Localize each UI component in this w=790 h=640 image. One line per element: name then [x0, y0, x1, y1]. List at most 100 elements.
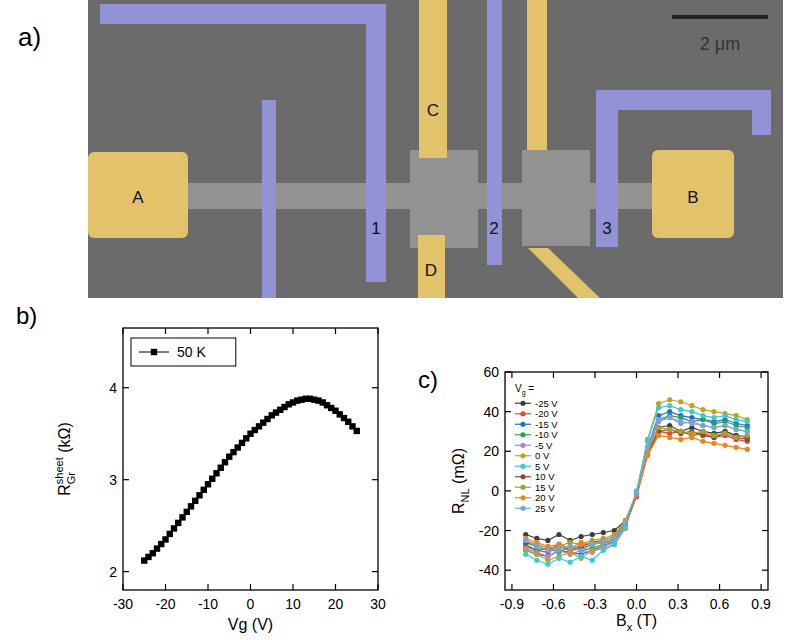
data-point — [222, 459, 228, 465]
data-point — [734, 435, 739, 440]
data-point — [188, 503, 194, 509]
graphene-cross — [410, 150, 478, 248]
x-tick — [377, 584, 378, 590]
ferromagnet-electrode — [262, 100, 276, 298]
data-point — [171, 525, 177, 531]
data-point — [722, 431, 727, 436]
data-point — [545, 562, 550, 567]
data-point — [645, 445, 650, 450]
legend-label: -25 V — [535, 398, 558, 409]
legend-title: Vg = — [515, 383, 534, 397]
data-point — [590, 542, 595, 547]
y-tick — [505, 411, 511, 412]
data-point — [745, 447, 750, 452]
data-point — [612, 536, 617, 541]
sem-background — [88, 0, 783, 298]
data-point — [667, 435, 672, 440]
data-point — [700, 423, 705, 428]
x-tick — [553, 372, 554, 378]
legend-label: -20 V — [535, 408, 558, 419]
data-point — [678, 429, 683, 434]
data-point — [722, 423, 727, 428]
contact-pad — [652, 150, 734, 238]
data-point — [711, 425, 716, 430]
legend-label: -5 V — [535, 440, 553, 451]
x-axis-title-after: (T) — [632, 612, 657, 629]
legend-marker — [520, 474, 525, 479]
x-tick — [250, 328, 251, 334]
data-point — [656, 417, 661, 422]
data-point — [734, 445, 739, 450]
series-line — [526, 429, 747, 550]
y-tick — [762, 411, 768, 412]
legend-title-after: = — [526, 383, 535, 394]
data-point — [218, 465, 224, 471]
data-point — [700, 423, 705, 428]
data-point — [678, 407, 683, 412]
graphene-cross — [522, 150, 590, 246]
y-tick — [123, 571, 129, 572]
data-point — [612, 536, 617, 541]
data-point — [534, 558, 539, 563]
data-point — [711, 441, 716, 446]
plot-data — [141, 396, 360, 564]
series-line — [526, 418, 747, 557]
data-point — [579, 540, 584, 545]
data-point — [601, 548, 606, 553]
x-tick-label: -10 — [198, 596, 218, 612]
y-axis-title-sub: Gr — [65, 472, 77, 485]
chart-panel: -0.9-0.6-0.30.00.30.60.9-40-200204060Bx … — [418, 364, 771, 633]
y-axis-title-sub: NL — [459, 488, 471, 502]
y-axis-title-group: RGrsheet (kΩ) — [53, 422, 77, 496]
x-tick — [335, 584, 336, 590]
legend: 50 K — [131, 338, 236, 366]
data-point — [700, 429, 705, 434]
data-point — [534, 552, 539, 557]
data-point — [667, 427, 672, 432]
data-point — [201, 487, 207, 493]
legend-marker — [520, 401, 525, 406]
data-point — [678, 419, 683, 424]
y-tick-label: 40 — [483, 404, 499, 420]
chart-panel: -30-20-100102030234Vg (V)RGrsheet (kΩ)b)… — [16, 302, 386, 633]
y-tick — [372, 571, 378, 572]
legend-label: 50 K — [177, 344, 206, 360]
panel-label: b) — [16, 302, 37, 329]
data-point — [645, 445, 650, 450]
sem-image: A1CD23B2 μm — [88, 0, 783, 298]
data-point — [590, 532, 595, 537]
y-tick — [762, 490, 768, 491]
y-tick-label: 2 — [109, 564, 117, 580]
ferromagnet-electrode — [366, 4, 386, 282]
data-point — [678, 429, 683, 434]
data-point — [179, 514, 185, 520]
y-tick — [505, 451, 511, 452]
data-point — [667, 403, 672, 408]
data-point — [590, 548, 595, 553]
x-tick — [511, 584, 512, 590]
y-tick-label: 4 — [109, 380, 117, 396]
data-point — [656, 433, 661, 438]
data-point — [534, 544, 539, 549]
data-point — [205, 481, 211, 487]
contact-electrode — [528, 248, 600, 298]
data-point — [567, 560, 572, 565]
data-point — [590, 542, 595, 547]
data-point — [196, 492, 202, 498]
contact-electrode — [418, 235, 445, 298]
y-tick-label: 3 — [109, 472, 117, 488]
x-tick-label: 0.6 — [710, 596, 730, 612]
data-point — [667, 397, 672, 402]
y-tick-label: 0 — [491, 483, 499, 499]
series-line — [526, 406, 747, 565]
data-point — [656, 417, 661, 422]
x-tick — [677, 584, 678, 590]
data-point — [612, 536, 617, 541]
x-tick-label: 0.3 — [668, 596, 688, 612]
y-tick — [762, 530, 768, 531]
plot-frame — [505, 372, 768, 590]
y-tick — [372, 479, 378, 480]
data-point — [601, 540, 606, 545]
scale-bar — [672, 15, 768, 19]
y-tick — [762, 371, 768, 372]
